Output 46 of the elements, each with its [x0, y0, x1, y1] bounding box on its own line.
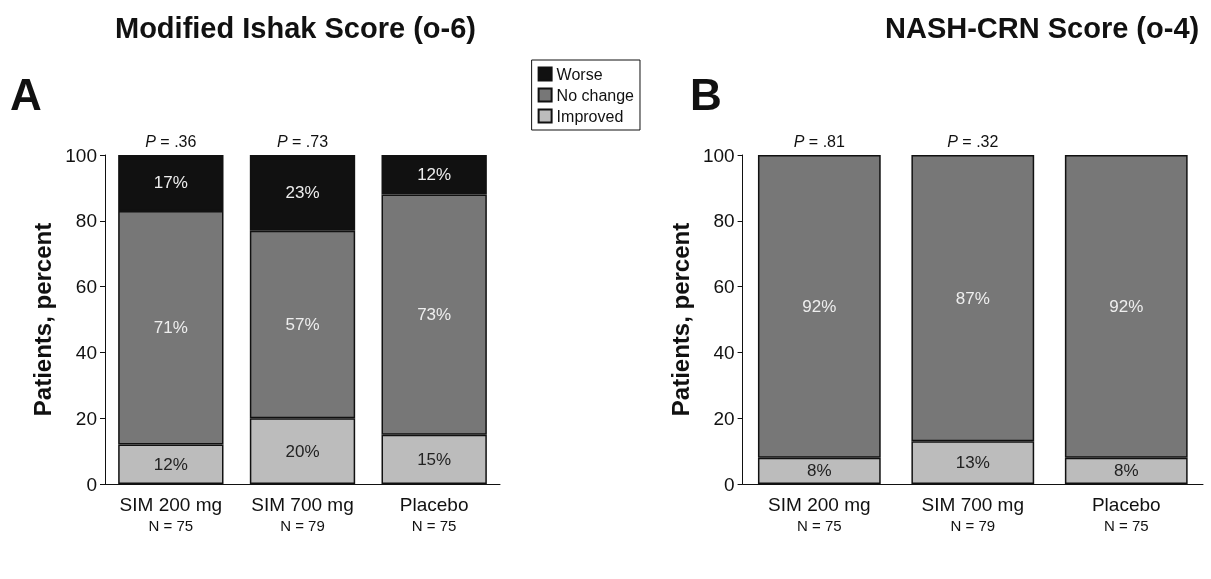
y-tick-label: 80	[75, 210, 97, 232]
data-label: 92%	[802, 296, 837, 316]
y-tick-label: 0	[724, 473, 735, 495]
data-label: 71%	[153, 318, 188, 338]
data-label: 12%	[153, 454, 188, 474]
text: A	[10, 69, 42, 119]
legend-label: Improved	[556, 107, 624, 125]
y-axis-title: Patients, percent	[28, 222, 56, 417]
annotation: P = .81	[793, 132, 846, 150]
y-tick-label: 60	[713, 276, 735, 298]
legend-label: Worse	[556, 65, 603, 83]
data-label: 57%	[285, 314, 320, 334]
data-label: 13%	[955, 453, 990, 473]
y-tick-label: 40	[713, 341, 735, 363]
x-tick-label: SIM 700 mg N = 79	[251, 493, 354, 534]
annotation: P = .32	[947, 132, 999, 150]
x-tick-label: SIM 700 mg N = 79	[921, 493, 1025, 534]
annotation: P = .73	[276, 132, 329, 150]
data-label: 12%	[417, 165, 452, 185]
annotation: P = .36	[145, 132, 197, 150]
x-tick-label: SIM 200 mg N = 75	[768, 493, 871, 534]
data-label: 17%	[153, 173, 188, 193]
text: B	[690, 69, 722, 119]
y-axis-title: Patients, percent	[666, 222, 694, 417]
data-label: 92%	[1109, 296, 1144, 316]
y-tick-label: 100	[702, 144, 735, 166]
data-label: 87%	[955, 288, 990, 308]
x-tick-label: Placebo N = 75	[1091, 493, 1161, 534]
data-label: 73%	[417, 305, 452, 325]
data-label: 23%	[285, 183, 320, 203]
y-tick-label: 20	[713, 407, 735, 429]
y-tick-label: 40	[75, 341, 97, 363]
data-label: 20%	[285, 441, 320, 461]
data-label: 8%	[807, 461, 832, 481]
y-tick-label: 0	[86, 473, 97, 495]
chart-title: NASH-CRN Score (o-4)	[885, 11, 1200, 44]
data-label: 15%	[417, 449, 452, 469]
legend-label: No change	[556, 86, 635, 104]
y-tick-label: 60	[75, 276, 97, 298]
y-tick-label: 20	[75, 407, 97, 429]
data-label: 8%	[1113, 461, 1139, 481]
y-tick-label: 100	[65, 144, 97, 166]
x-tick-label: SIM 200 mg N = 75	[119, 493, 223, 534]
chart-title: Modified Ishak Score (o-6)	[115, 11, 476, 44]
x-tick-label: Placebo N = 75	[399, 493, 469, 534]
y-tick-label: 80	[713, 210, 735, 232]
